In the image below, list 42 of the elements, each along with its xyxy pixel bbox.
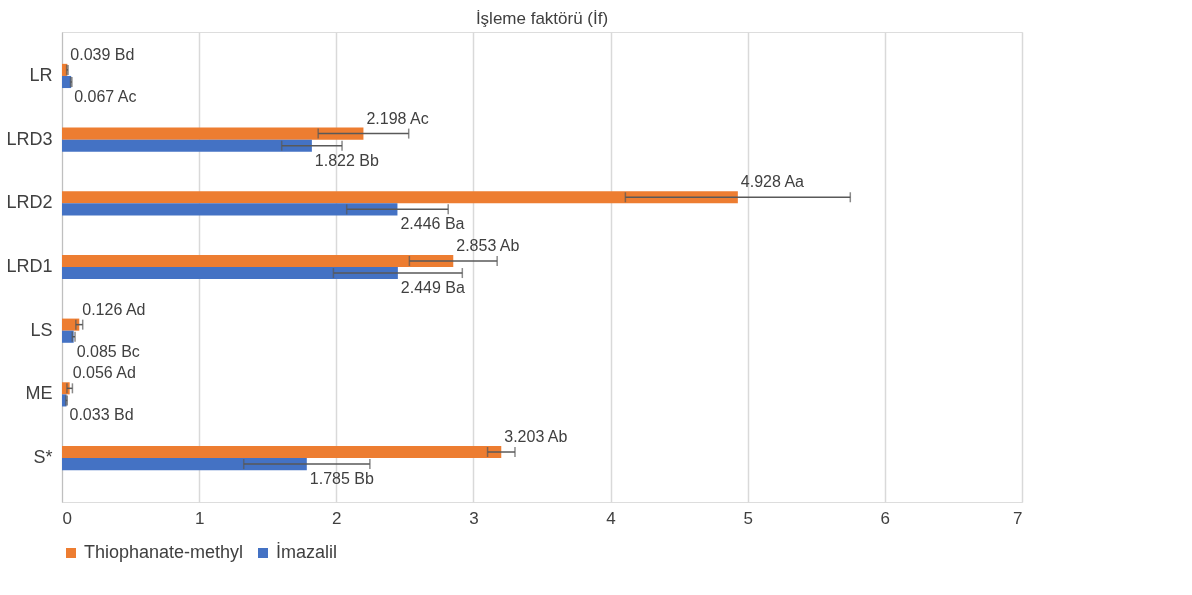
bar <box>62 203 398 216</box>
bar <box>62 458 307 471</box>
bar <box>62 267 398 280</box>
x-tick-label: 4 <box>606 508 616 528</box>
data-label: 2.198 Ac <box>366 109 429 127</box>
x-tick-label: 1 <box>194 508 205 528</box>
data-label: 0.033 Bd <box>69 406 134 424</box>
x-tick-label: 6 <box>880 508 891 528</box>
y-tick-label: LRD1 <box>6 256 53 276</box>
y-tick-label: ME <box>25 383 53 404</box>
data-label: 0.126 Ad <box>82 300 146 318</box>
y-tick-label: LS <box>30 319 53 340</box>
x-tick-label: 5 <box>743 508 753 528</box>
x-tick-label: 2 <box>332 508 342 528</box>
bar <box>62 75 72 89</box>
data-label: 2.853 Ab <box>456 236 520 254</box>
bar <box>62 191 738 204</box>
data-label: 0.067 Ac <box>74 88 137 106</box>
legend-label: Thiophanate-methyl <box>84 542 244 562</box>
y-tick-label: LR <box>29 64 53 85</box>
bar <box>62 254 454 267</box>
data-label: 4.928 Aa <box>740 173 805 191</box>
data-label: 0.056 Ad <box>72 364 136 382</box>
x-tick-label: 3 <box>469 508 479 528</box>
data-label: 2.449 Ba <box>400 279 466 297</box>
data-label: 0.085 Bc <box>76 342 140 360</box>
bar <box>62 139 312 152</box>
bar <box>62 127 364 140</box>
y-tick-label: LRD2 <box>6 192 53 213</box>
data-label: 0.039 Bd <box>70 45 135 63</box>
x-tick-label: 0 <box>62 508 72 528</box>
y-tick-label: LRD3 <box>6 128 53 149</box>
legend-label: İmazalil <box>276 542 338 562</box>
chart-title: İşleme faktörü (İf) <box>475 9 609 28</box>
bar <box>62 330 74 343</box>
x-tick-label: 7 <box>1013 508 1023 528</box>
data-label: 1.822 Bb <box>314 151 380 169</box>
data-label: 3.203 Ab <box>504 427 568 445</box>
bar <box>62 445 502 459</box>
data-label: 2.446 Ba <box>400 215 465 233</box>
data-label: 1.785 Bb <box>309 470 374 488</box>
y-tick-label: S* <box>33 447 53 468</box>
